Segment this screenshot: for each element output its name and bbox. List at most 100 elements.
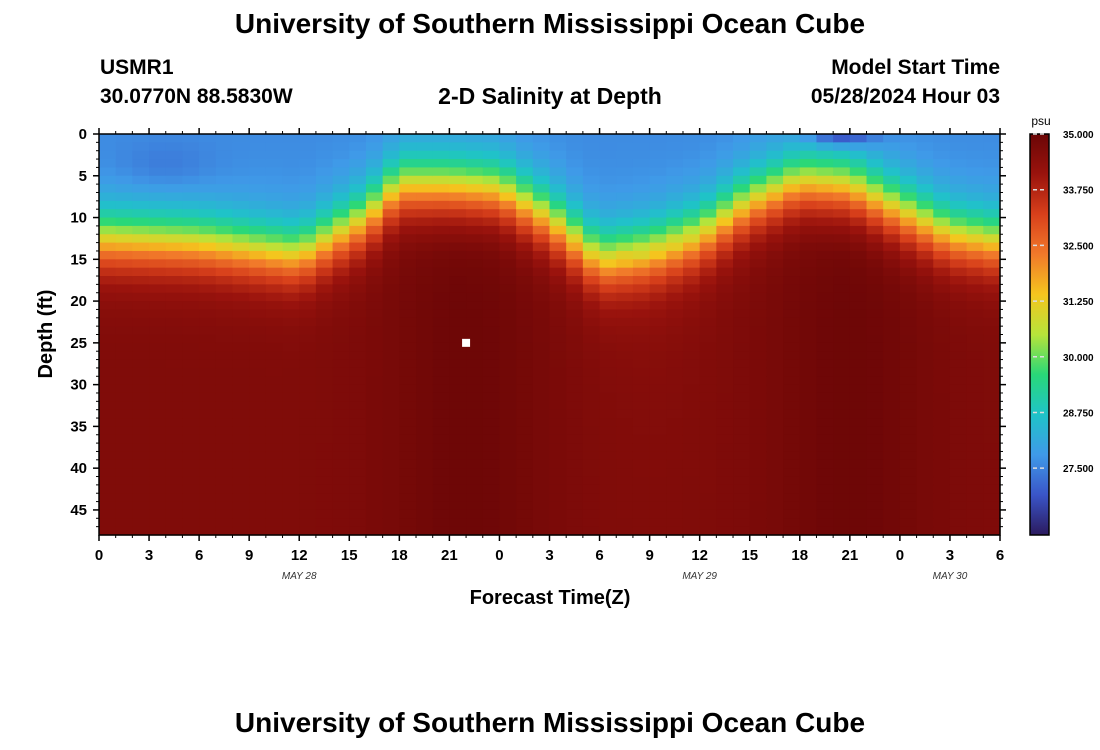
heatmap-cell	[532, 518, 551, 528]
heatmap-cell	[949, 317, 968, 327]
heatmap-cell	[399, 443, 417, 453]
heatmap-cell	[516, 493, 534, 503]
heatmap-cell	[199, 242, 217, 252]
heatmap-cell	[532, 501, 551, 511]
heatmap-cell	[899, 217, 918, 227]
heatmap-cell	[649, 250, 667, 260]
heatmap-cell	[549, 334, 567, 344]
x-tick-label: 6	[195, 547, 203, 564]
heatmap-cell	[499, 184, 517, 194]
heatmap-cell	[599, 292, 617, 302]
heatmap-cell	[382, 342, 400, 352]
heatmap-cell	[432, 451, 450, 461]
heatmap-cell	[899, 259, 918, 269]
heatmap-cell	[532, 401, 551, 411]
heatmap-cell	[449, 501, 467, 511]
heatmap-cell	[432, 192, 450, 202]
heatmap-cell	[215, 159, 234, 169]
heatmap-cell	[949, 192, 968, 202]
heatmap-cell	[733, 443, 751, 453]
heatmap-cell	[332, 234, 350, 244]
heatmap-cell	[749, 401, 768, 411]
heatmap-cell	[349, 284, 367, 294]
heatmap-cell	[849, 192, 868, 202]
heatmap-cell	[265, 468, 284, 478]
heatmap-cell	[599, 409, 617, 419]
heatmap-cell	[199, 284, 217, 294]
heatmap-cell	[499, 351, 517, 361]
heatmap-cell	[466, 376, 484, 386]
heatmap-cell	[649, 159, 667, 169]
heatmap-cell	[516, 468, 534, 478]
heatmap-cell	[416, 250, 434, 260]
heatmap-cell	[599, 468, 617, 478]
heatmap-cell	[849, 434, 868, 444]
heatmap-cell	[399, 484, 417, 494]
heatmap-cell	[549, 259, 567, 269]
heatmap-cell	[215, 217, 234, 227]
heatmap-cell	[249, 225, 267, 235]
heatmap-cell	[399, 501, 417, 511]
heatmap-cell	[866, 150, 884, 160]
heatmap-cell	[582, 384, 601, 394]
heatmap-cell	[833, 317, 851, 327]
x-tick-label: 12	[291, 547, 308, 564]
heatmap-cell	[833, 334, 851, 344]
heatmap-cell	[165, 509, 184, 519]
heatmap-cell	[749, 225, 768, 235]
heatmap-cell	[899, 351, 918, 361]
heatmap-cell	[132, 459, 150, 469]
heatmap-cell	[649, 175, 667, 185]
heatmap-cell	[332, 200, 350, 210]
heatmap-cell	[599, 443, 617, 453]
heatmap-cell	[115, 468, 133, 478]
heatmap-cell	[566, 142, 584, 152]
heatmap-cell	[332, 184, 350, 194]
heatmap-cell	[382, 434, 400, 444]
heatmap-cell	[315, 309, 334, 319]
heatmap-cell	[766, 159, 784, 169]
heatmap-cell	[532, 242, 551, 252]
heatmap-cell	[449, 342, 467, 352]
heatmap-cell	[432, 392, 450, 402]
heatmap-cell	[115, 418, 133, 427]
heatmap-cell	[249, 175, 267, 185]
heatmap-cell	[315, 250, 334, 260]
heatmap-cell	[632, 284, 651, 294]
heatmap-cell	[516, 276, 534, 285]
heatmap-cell	[799, 484, 818, 494]
heatmap-cell	[349, 334, 367, 344]
heatmap-cell	[132, 259, 150, 269]
heatmap-cell	[766, 426, 784, 436]
heatmap-cell	[916, 284, 934, 294]
heatmap-cell	[849, 426, 868, 436]
heatmap-cell	[132, 234, 150, 244]
heatmap-cell	[766, 451, 784, 461]
heatmap-cell	[616, 284, 634, 294]
heatmap-cell	[933, 309, 951, 319]
heatmap-cell	[299, 225, 317, 235]
heatmap-cell	[516, 459, 534, 469]
heatmap-cell	[349, 484, 367, 494]
heatmap-cell	[365, 292, 384, 302]
heatmap-cell	[983, 192, 1001, 202]
heatmap-cell	[649, 367, 667, 377]
heatmap-cell	[766, 409, 784, 419]
heatmap-cell	[466, 409, 484, 419]
heatmap-cell	[716, 501, 734, 511]
heatmap-cell	[516, 367, 534, 377]
heatmap-cell	[99, 259, 117, 269]
heatmap-cell	[916, 242, 934, 252]
heatmap-cell	[99, 192, 117, 202]
heatmap-cell	[899, 209, 918, 219]
heatmap-cell	[416, 150, 434, 160]
heatmap-cell	[115, 443, 133, 453]
heatmap-cell	[99, 184, 117, 194]
heatmap-cell	[566, 409, 584, 419]
heatmap-cell	[799, 443, 818, 453]
heatmap-cell	[165, 476, 184, 486]
heatmap-cell	[282, 501, 300, 511]
heatmap-cell	[99, 276, 117, 285]
heatmap-cell	[382, 484, 400, 494]
model-start-label: Model Start Time	[831, 56, 1000, 79]
